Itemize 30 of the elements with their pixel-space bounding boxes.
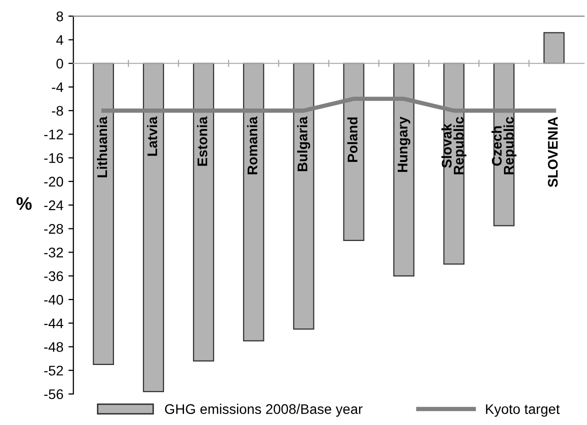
x-tick-label: Bulgaria — [297, 116, 310, 172]
legend-label: GHG emissions 2008/Base year — [165, 404, 362, 417]
y-tick-label: -16 — [44, 153, 64, 164]
y-axis-title: % — [16, 197, 32, 210]
y-tick-label: -32 — [44, 248, 63, 258]
y-tick-label: -12 — [44, 130, 63, 140]
x-tick-label: Lithuania — [96, 116, 108, 178]
y-tick-label: -24 — [44, 200, 64, 210]
x-tick-label: Latvia — [147, 116, 158, 156]
x-tick-label: Slovak Republic — [441, 116, 466, 174]
x-tick-label: Estonia — [197, 116, 208, 166]
y-tick-label: -28 — [44, 224, 64, 234]
legend-label: Kyoto target — [486, 404, 560, 417]
x-tick-label: SLOVENIA — [548, 116, 558, 188]
y-tick-label: -40 — [44, 294, 64, 305]
y-tick-label: -36 — [44, 271, 64, 282]
y-tick-label: -4 — [52, 82, 64, 92]
x-tick-label: Czech Republic — [492, 116, 516, 174]
y-tick-label: -44 — [44, 318, 64, 328]
y-tick-label: 0 — [56, 58, 64, 69]
x-tick-label: Romania — [247, 116, 258, 174]
y-tick-label: -48 — [44, 342, 64, 352]
y-tick-label: 4 — [56, 35, 64, 45]
x-tick-label: Hungary — [398, 116, 410, 172]
x-tick-label: Poland — [347, 117, 358, 162]
y-tick-label: -52 — [44, 366, 63, 376]
y-tick-label: 8 — [56, 11, 64, 22]
y-tick-label: -20 — [44, 176, 64, 187]
y-tick-label: -56 — [44, 389, 64, 400]
y-tick-label: -8 — [52, 106, 64, 116]
